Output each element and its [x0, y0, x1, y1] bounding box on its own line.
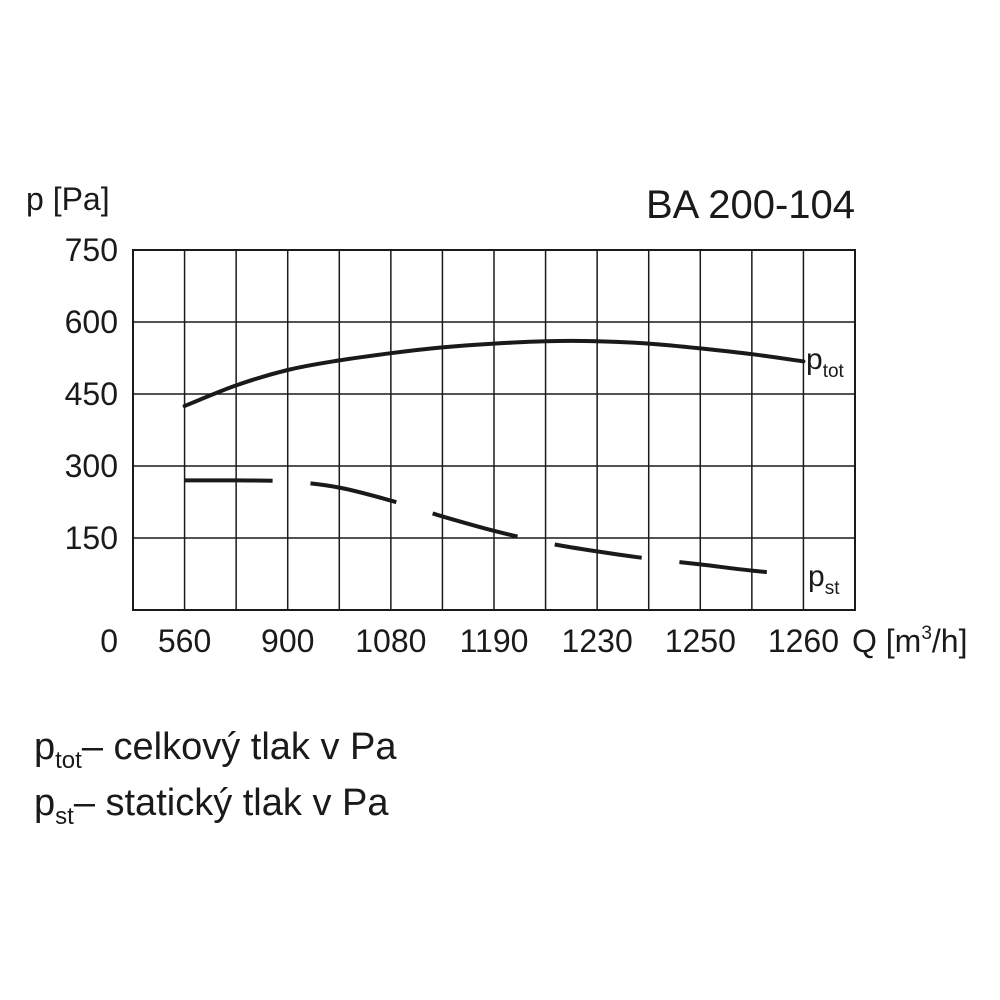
x-tick-label: 1250 — [665, 623, 736, 659]
series-label-ptot: ptot — [806, 343, 845, 382]
x-tick-label: 1190 — [460, 623, 529, 659]
x-tick-label: 1260 — [768, 623, 839, 659]
x-origin-label: 0 — [100, 623, 118, 659]
x-tick-label: 900 — [261, 623, 314, 659]
x-tick-label: 1080 — [355, 623, 426, 659]
y-axis-label: p [Pa] — [26, 181, 110, 217]
x-tick-label: 1230 — [562, 623, 633, 659]
y-tick-label: 300 — [65, 448, 118, 484]
x-tick-labels: 560 900 1080 1190 1230 1250 1260 — [158, 623, 839, 659]
y-tick-labels: 150 300 450 600 750 — [65, 232, 118, 556]
legend-item-ptot: ptot– celkový tlak v Pa — [34, 726, 397, 774]
series-line-ptot — [182, 338, 806, 408]
legend-item-pst: pst– statický tlak v Pa — [34, 782, 389, 830]
series-label-pst: pst — [808, 560, 840, 599]
x-axis-label: Q [m3/h] — [852, 623, 967, 659]
y-tick-label: 600 — [65, 304, 118, 340]
y-tick-label: 450 — [65, 376, 118, 412]
y-tick-label: 150 — [65, 520, 118, 556]
y-tick-label: 750 — [65, 232, 118, 268]
x-tick-label: 560 — [158, 623, 211, 659]
plot-frame — [132, 249, 856, 611]
grid — [133, 250, 855, 610]
series-line-pst — [184, 478, 804, 578]
chart-title: BA 200-104 — [646, 183, 855, 227]
